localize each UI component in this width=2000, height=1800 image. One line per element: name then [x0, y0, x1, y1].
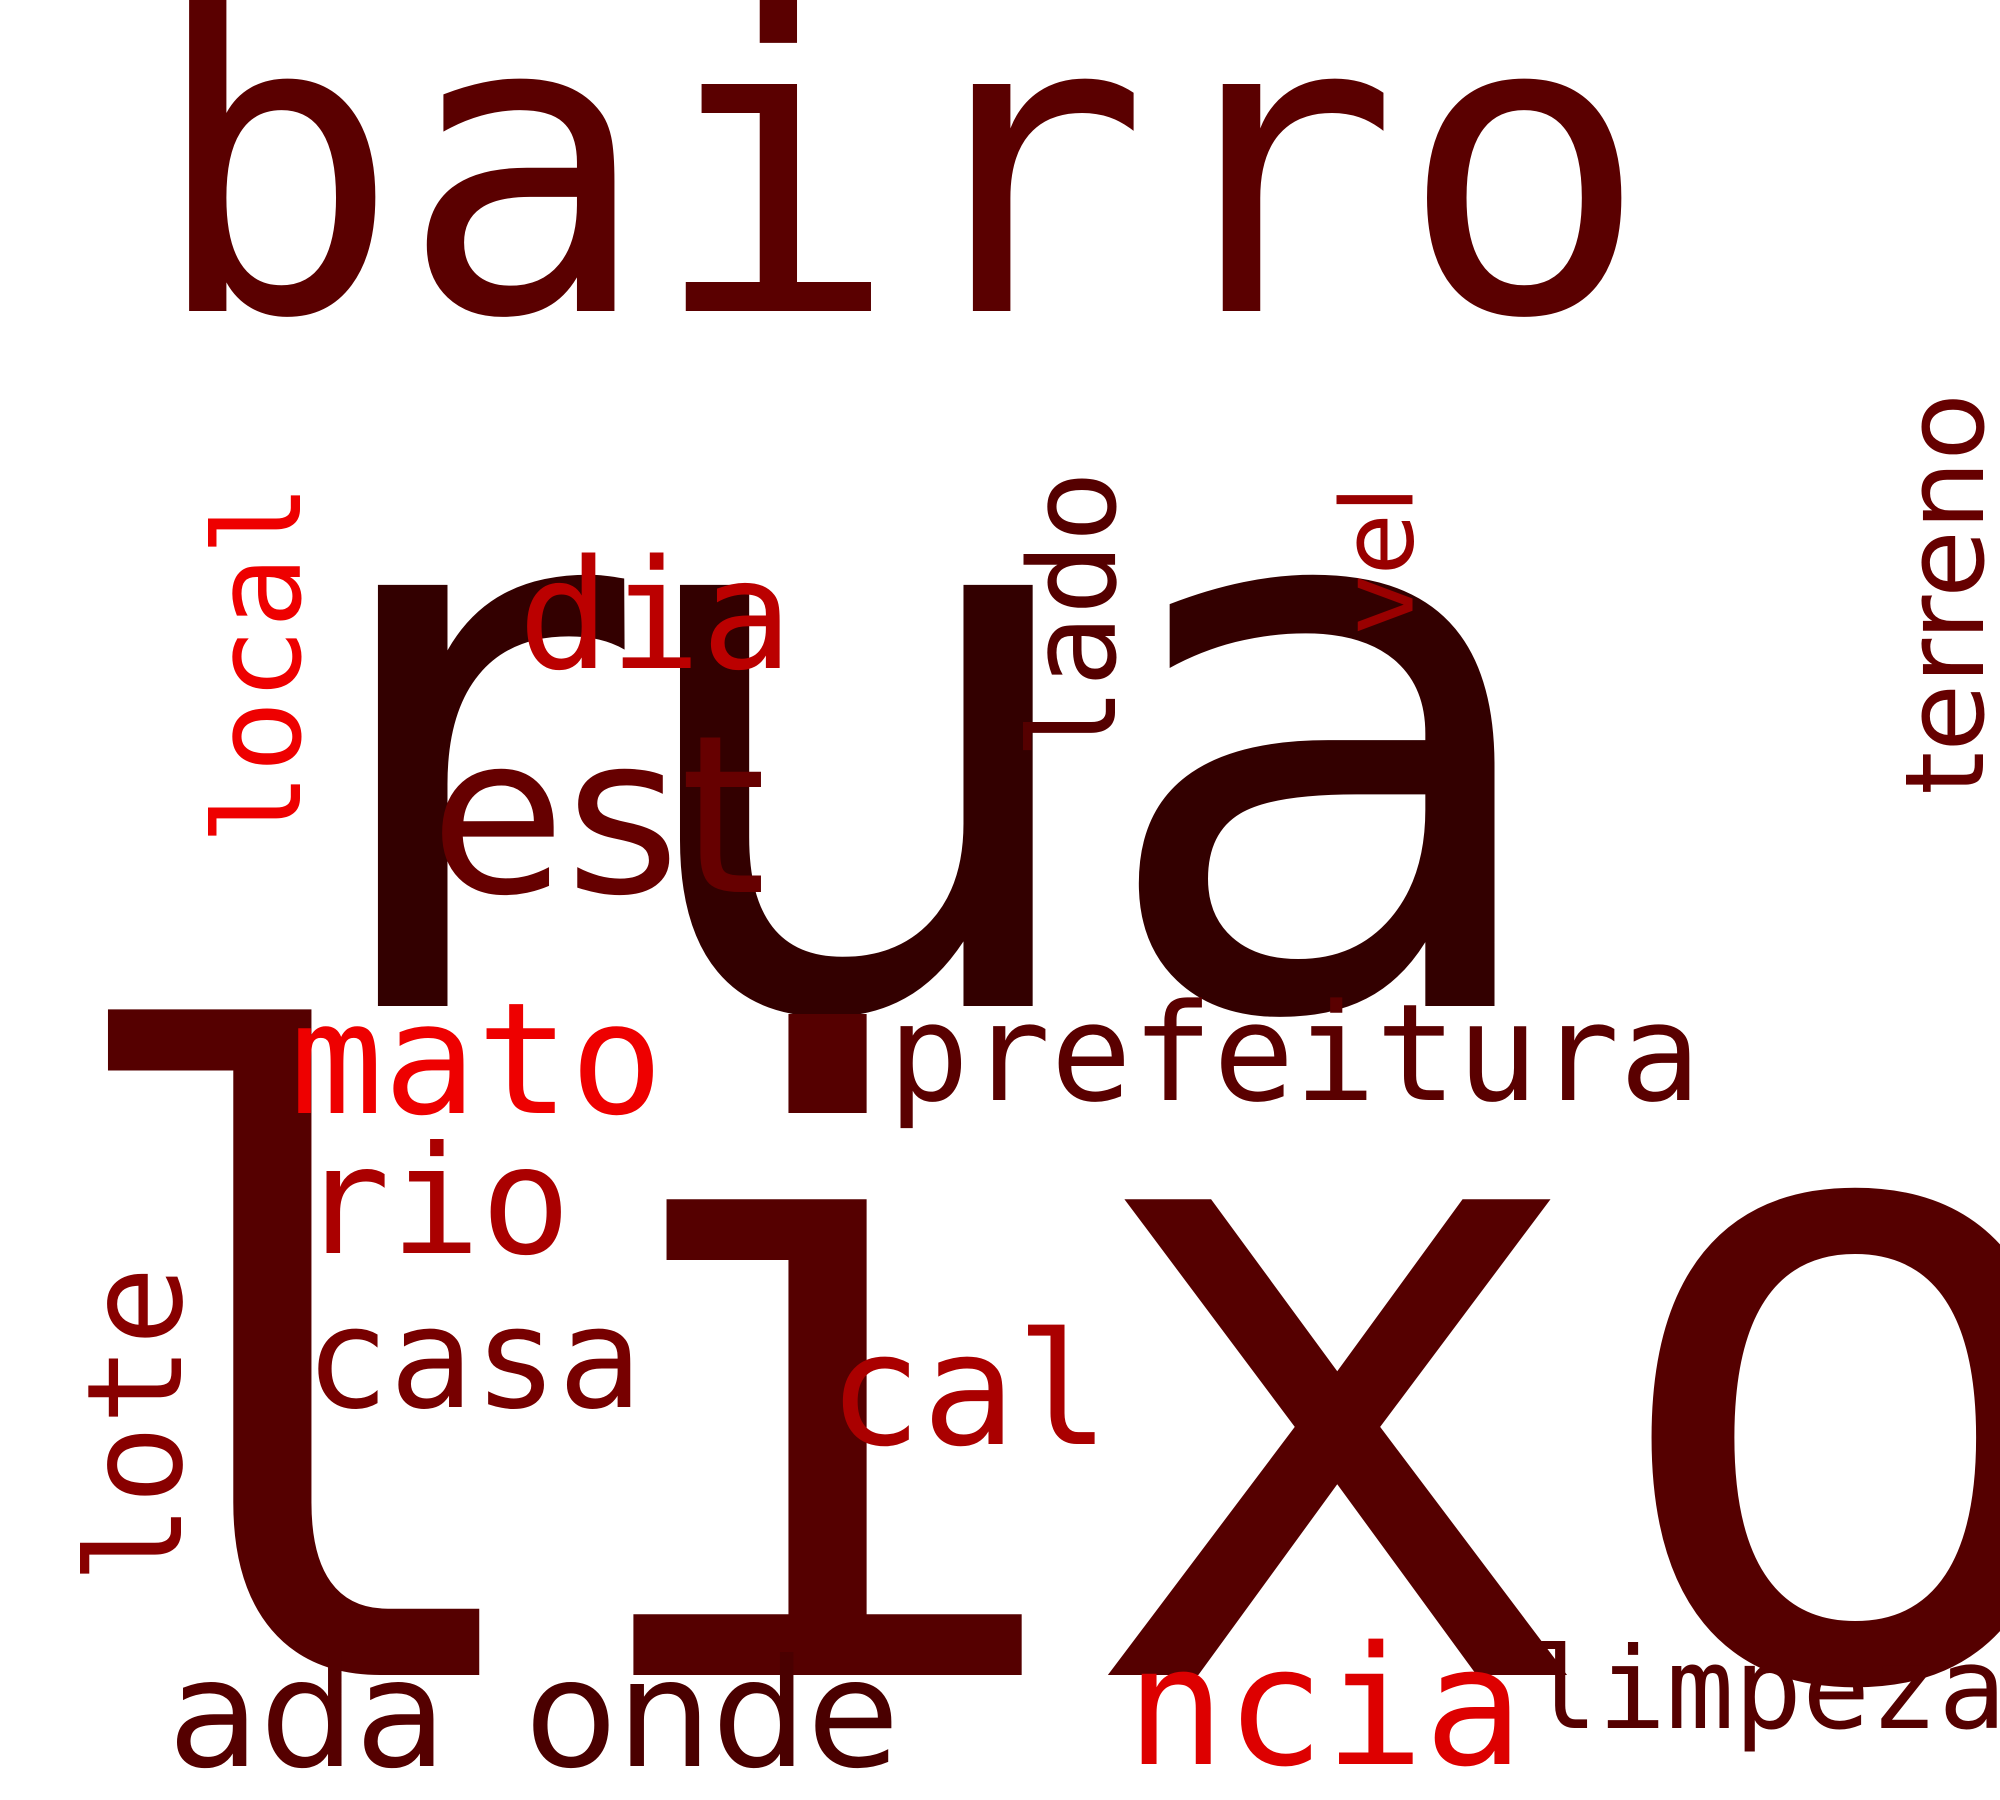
- word-vel: vel: [1319, 485, 1437, 635]
- word-lado: lado: [1005, 470, 1144, 760]
- word-prefeitura: prefeitura: [888, 975, 1701, 1132]
- word-dia: dia: [518, 527, 793, 704]
- word-cal: cal: [828, 1299, 1110, 1481]
- word-casa: casa: [305, 1278, 643, 1441]
- word-lixo: lixo: [40, 868, 2000, 1800]
- word-terreno: terreno: [1881, 393, 2000, 795]
- word-onde: onde: [525, 1628, 900, 1800]
- word-ncia: ncia: [1126, 1611, 1524, 1800]
- word-rua: rua: [308, 291, 1564, 1188]
- word-est: est: [430, 688, 767, 944]
- word-bairro: bairro: [150, 0, 1650, 409]
- word-moradores: moradores: [0, 61, 22, 707]
- word-lote: lote: [59, 1266, 213, 1584]
- word-rio: rio: [300, 1115, 571, 1289]
- word-ada: ada: [168, 1628, 448, 1800]
- word-limpeza: limpeza: [1530, 1623, 2000, 1755]
- word-mato: mato: [290, 969, 664, 1150]
- word-local: local: [190, 483, 329, 845]
